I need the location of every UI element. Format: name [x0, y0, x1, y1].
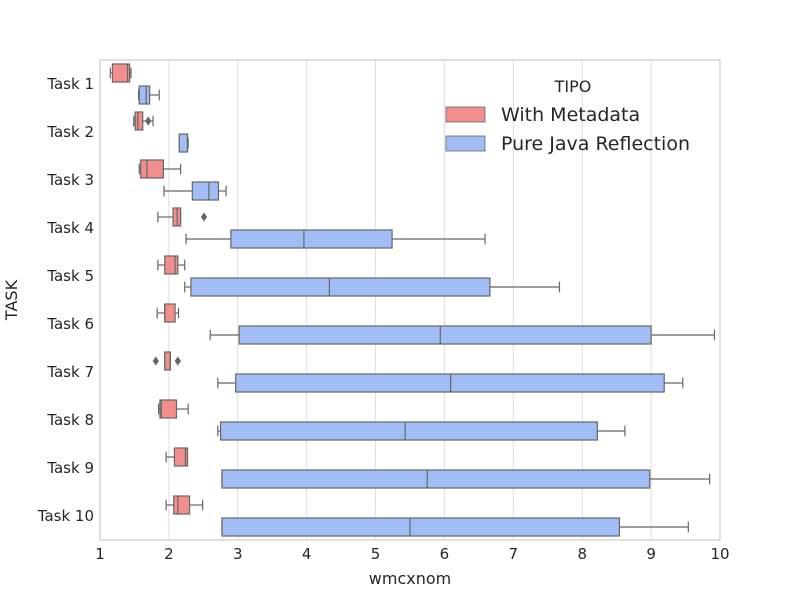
box-body: [134, 111, 144, 131]
box-body: [219, 421, 598, 441]
legend-swatch-with-metadata: [445, 106, 486, 123]
y-tick-label: Task 10: [37, 507, 94, 525]
box-body: [164, 255, 179, 275]
box-body: [221, 469, 651, 489]
x-tick-label: 8: [577, 545, 587, 563]
box-pure-java-reflection-5: [184, 277, 561, 297]
x-tick-label: 2: [164, 545, 174, 563]
box-body: [173, 447, 189, 467]
x-axis-label: wmcxnom: [369, 569, 451, 588]
box-body: [138, 85, 151, 105]
x-tick-label: 9: [646, 545, 656, 563]
legend-title: TIPO: [554, 77, 592, 96]
x-axis-ticks: 1 2 3 4 5 6 7 8 9 10: [95, 545, 729, 563]
box-with-metadata-9: [165, 447, 189, 467]
y-tick-label: Task 8: [46, 411, 94, 429]
box-pure-java-reflection-4: [185, 229, 486, 249]
outlier-point: [200, 212, 208, 222]
box-pure-java-reflection-7: [217, 373, 684, 393]
box-body: [111, 63, 131, 83]
outlier-point: [145, 116, 152, 126]
box-body: [140, 159, 164, 179]
box-pure-java-reflection-3: [163, 181, 227, 201]
y-tick-label: Task 7: [46, 363, 94, 381]
box-body: [164, 351, 171, 371]
box-body: [191, 181, 220, 201]
box-pure-java-reflection-8: [217, 421, 626, 441]
box-with-metadata-1: [109, 63, 132, 83]
box-body: [164, 303, 176, 323]
box-with-metadata-2: [133, 111, 154, 131]
box-with-metadata-4: [157, 207, 208, 227]
outlier-point: [152, 356, 159, 366]
outlier-point: [174, 356, 181, 366]
box-body: [235, 373, 665, 393]
y-tick-label: Task 6: [46, 315, 94, 333]
box-body: [190, 277, 491, 297]
y-tick-label: Task 5: [46, 267, 94, 285]
legend-swatch-pure-java-reflection: [445, 135, 486, 152]
y-axis-ticks: Task 1 Task 2 Task 3 Task 4 Task 5 Task 6 Task…: [37, 75, 94, 525]
box-body: [159, 399, 178, 419]
x-tick-label: 6: [440, 545, 450, 563]
box-with-metadata-10: [165, 495, 204, 515]
box-pure-java-reflection-2: [178, 133, 189, 153]
x-tick-label: 1: [95, 545, 105, 563]
y-tick-label: Task 4: [46, 219, 94, 237]
box-pure-java-reflection-6: [209, 325, 716, 345]
x-tick-label: 3: [233, 545, 243, 563]
box-body: [221, 517, 621, 537]
box-with-metadata-8: [157, 399, 189, 419]
x-tick-label: 5: [371, 545, 381, 563]
x-tick-label: 7: [509, 545, 519, 563]
x-tick-label: 10: [710, 545, 729, 563]
y-tick-label: Task 1: [46, 75, 94, 93]
legend-entry-pure-java-reflection: Pure Java Reflection: [501, 133, 690, 155]
y-tick-label: Task 9: [46, 459, 94, 477]
box-pure-java-reflection-9: [221, 469, 711, 489]
box-pure-java-reflection-1: [137, 85, 160, 105]
legend: TIPO With Metadata Pure Java Reflection: [445, 77, 690, 155]
legend-entry-with-metadata: With Metadata: [501, 104, 640, 126]
box-with-metadata-5: [157, 255, 186, 275]
box-with-metadata-6: [156, 303, 180, 323]
box-with-metadata-7: [152, 351, 181, 371]
box-pure-java-reflection-10: [221, 517, 689, 537]
y-axis-label: TASK: [2, 279, 21, 321]
box-body: [230, 229, 393, 249]
box-with-metadata-3: [138, 159, 182, 179]
x-tick-label: 4: [302, 545, 312, 563]
box-body: [238, 325, 652, 345]
y-tick-label: Task 2: [46, 123, 94, 141]
box-body: [178, 133, 189, 153]
box-body: [173, 495, 191, 515]
y-tick-label: Task 3: [46, 171, 94, 189]
plot-area: [100, 60, 720, 540]
box-layer: [109, 63, 716, 537]
plot-frame: [99, 59, 721, 541]
